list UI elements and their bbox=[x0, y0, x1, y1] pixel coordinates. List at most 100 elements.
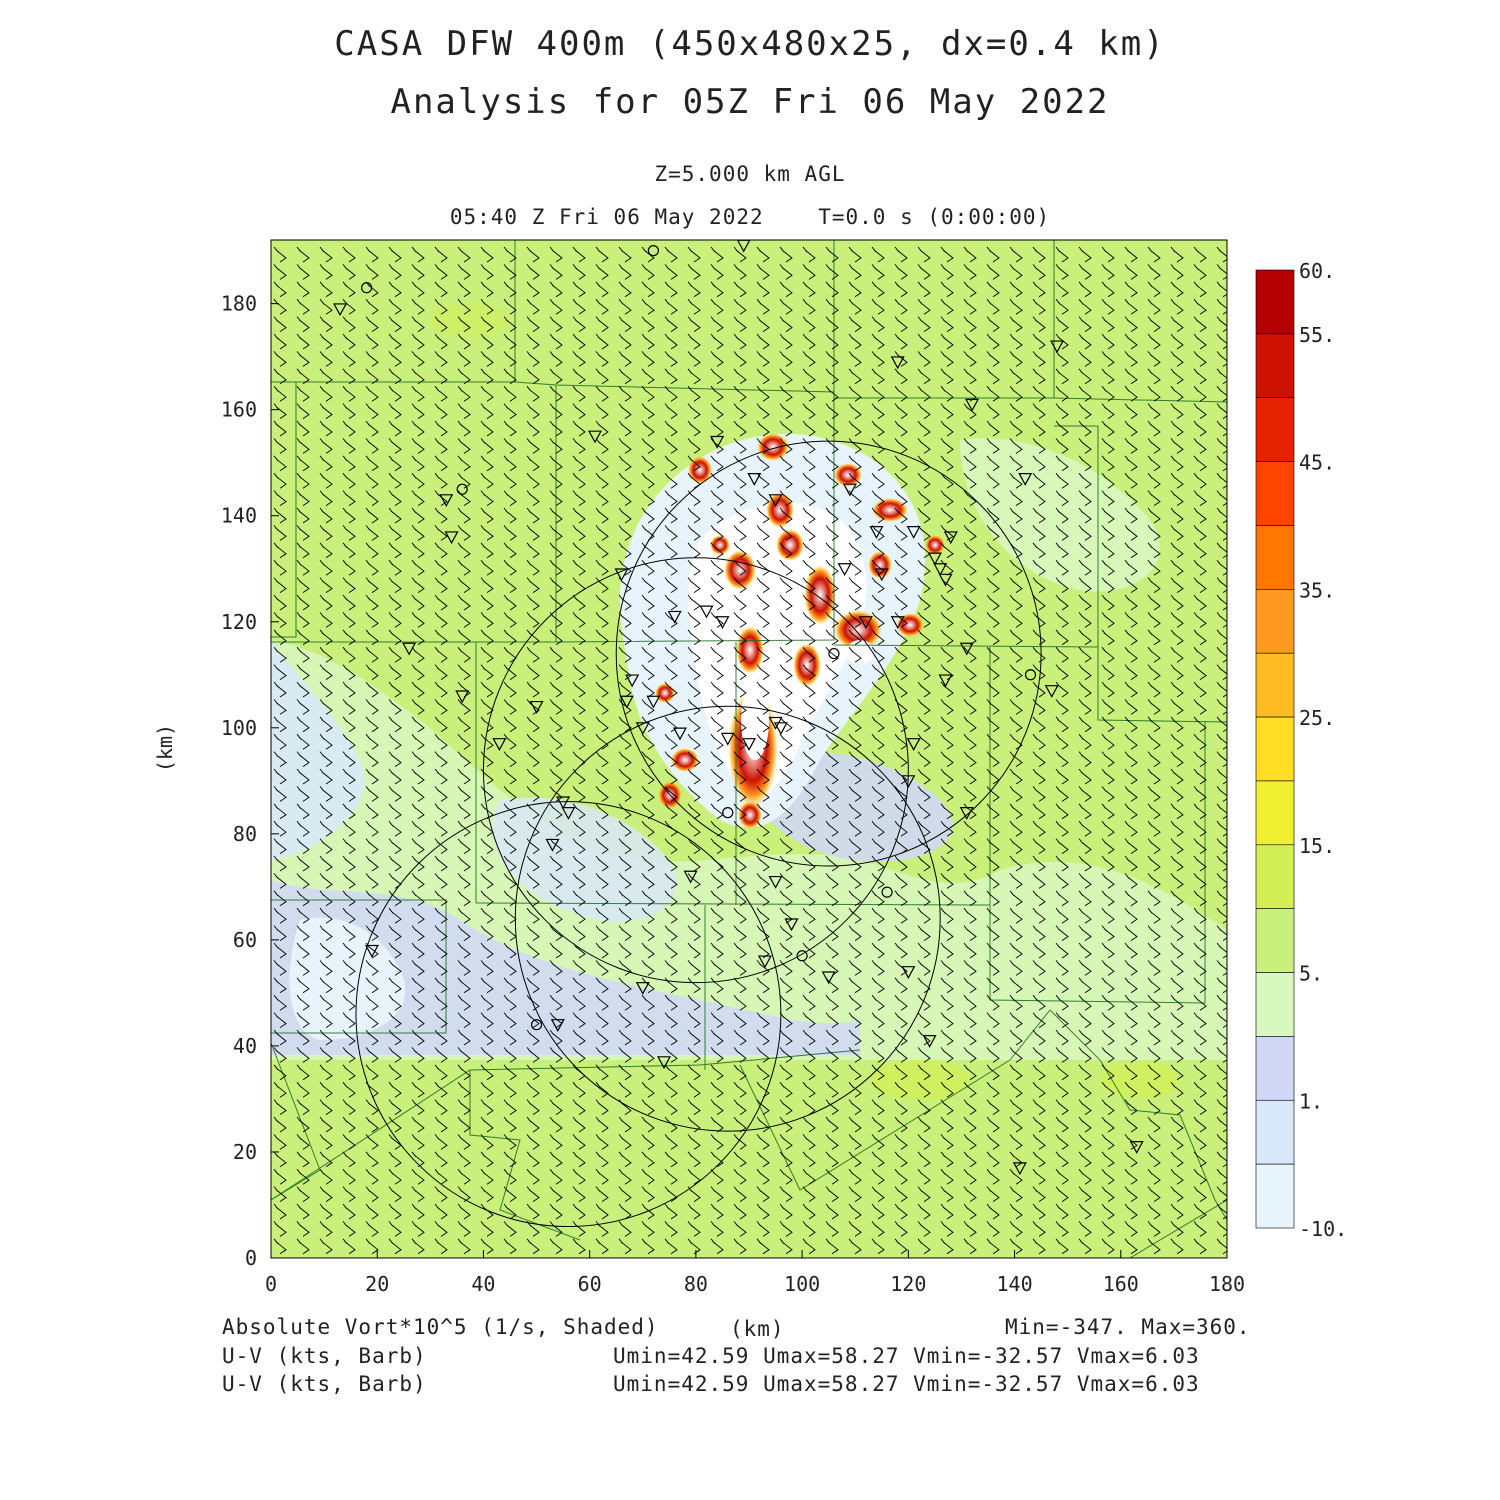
station-triangle-icon bbox=[635, 981, 650, 995]
station-circle-icon bbox=[1024, 669, 1037, 681]
station-triangle-icon bbox=[933, 563, 948, 576]
x-tick-label: 160 bbox=[1103, 1272, 1139, 1296]
station-triangle-icon bbox=[842, 483, 857, 497]
station-triangle-icon bbox=[683, 870, 698, 884]
station-triangle-icon bbox=[619, 695, 634, 709]
station-triangle-icon bbox=[906, 526, 921, 539]
radar-range-ring bbox=[482, 557, 909, 984]
station-triangle-icon bbox=[715, 616, 730, 630]
colorbar-swatch bbox=[1255, 908, 1295, 973]
plot-frame bbox=[270, 239, 1228, 1259]
colorbar-label: 60. bbox=[1299, 259, 1335, 283]
station-triangle-icon bbox=[965, 398, 980, 412]
x-tick-label: 20 bbox=[365, 1272, 389, 1296]
wind-barb-field bbox=[273, 246, 1227, 1255]
station-triangle-icon bbox=[364, 944, 379, 958]
x-tick-label: 40 bbox=[471, 1272, 495, 1296]
shaded-field bbox=[271, 240, 1227, 1258]
x-tick-label: 0 bbox=[265, 1272, 277, 1296]
y-axis-label: (km) bbox=[153, 724, 177, 772]
station-triangle-icon bbox=[545, 838, 560, 852]
station-markers bbox=[333, 240, 1144, 1176]
y-tick-label: 0 bbox=[245, 1246, 257, 1270]
colorbar-swatch bbox=[1255, 844, 1295, 909]
station-triangle-icon bbox=[959, 642, 974, 656]
station-triangle-icon bbox=[614, 568, 629, 582]
colorbar-swatch bbox=[1255, 972, 1295, 1037]
colorbar-swatch bbox=[1255, 525, 1295, 590]
station-triangle-icon bbox=[741, 738, 757, 751]
station-triangle-icon bbox=[821, 971, 836, 985]
station-triangle-icon bbox=[927, 552, 942, 566]
station-triangle-icon bbox=[943, 531, 958, 545]
station-circle-icon bbox=[530, 1019, 543, 1031]
station-triangle-icon bbox=[455, 690, 470, 704]
station-triangle-icon bbox=[556, 796, 571, 810]
colorbar: 60. 55. 45. 35. 25. 15. 5. 1. -10. bbox=[1255, 259, 1347, 1241]
station-triangle-icon bbox=[439, 494, 454, 508]
y-tick-label: 60 bbox=[233, 928, 257, 952]
station-triangle-icon bbox=[1018, 472, 1033, 486]
colorbar-swatch bbox=[1255, 269, 1295, 335]
level-label: Z=5.000 km AGL bbox=[654, 162, 846, 186]
station-triangle-icon bbox=[906, 738, 921, 751]
station-triangle-icon bbox=[837, 563, 852, 576]
y-tick-label: 180 bbox=[221, 292, 257, 316]
field-description: Absolute Vort*10^5 (1/s, Shaded) bbox=[222, 1315, 659, 1339]
y-tick-label: 160 bbox=[221, 398, 257, 422]
y-tick-label: 120 bbox=[221, 610, 257, 634]
y-tick-label: 100 bbox=[221, 716, 257, 740]
station-triangle-icon bbox=[699, 605, 714, 619]
radar-range-ring bbox=[355, 801, 782, 1228]
station-triangle-icon bbox=[333, 303, 348, 317]
station-triangle-icon bbox=[757, 955, 772, 969]
y-tick-label: 80 bbox=[233, 822, 257, 846]
colorbar-swatch bbox=[1255, 333, 1295, 399]
station-triangle-icon bbox=[938, 573, 953, 587]
colorbar-label: 25. bbox=[1299, 706, 1335, 730]
valid-time-label: 05:40 Z Fri 06 May 2022 T=0.0 s (0:00:00… bbox=[449, 205, 1051, 229]
x-axis-label: (km) bbox=[730, 1317, 785, 1341]
station-circle-icon bbox=[722, 807, 734, 819]
y-tick-label: 140 bbox=[221, 504, 257, 528]
colorbar-label: -10. bbox=[1299, 1217, 1347, 1241]
x-tick-label: 180 bbox=[1209, 1272, 1245, 1296]
colorbar-label: 1. bbox=[1299, 1089, 1323, 1113]
x-tick-label: 60 bbox=[578, 1272, 602, 1296]
station-circle-icon bbox=[828, 647, 840, 660]
station-circle-icon bbox=[796, 950, 808, 962]
radar-range-ring bbox=[615, 440, 1042, 867]
colorbar-swatch bbox=[1255, 1036, 1295, 1101]
colorbar-label: 35. bbox=[1299, 578, 1335, 602]
station-triangle-icon bbox=[657, 1056, 672, 1070]
x-axis: 0 20 40 60 80 100 120 140 160 180 bbox=[265, 1250, 1245, 1296]
station-triangle-icon bbox=[1129, 1141, 1144, 1154]
station-triangle-icon bbox=[710, 435, 725, 449]
colorbar-label: 15. bbox=[1299, 834, 1335, 858]
station-triangle-icon bbox=[901, 775, 916, 789]
station-triangle-icon bbox=[747, 472, 762, 486]
colorbar-label: 5. bbox=[1299, 962, 1323, 986]
station-triangle-icon bbox=[869, 526, 884, 539]
colorbar-label: 45. bbox=[1299, 451, 1335, 475]
station-triangle-icon bbox=[550, 1019, 565, 1032]
barb-description-2: U-V (kts, Barb) bbox=[222, 1372, 427, 1396]
title-line-1: CASA DFW 400m (450x480x25, dx=0.4 km) bbox=[334, 24, 1166, 64]
radar-range-rings bbox=[355, 440, 1042, 1228]
colorbar-swatch bbox=[1255, 589, 1295, 654]
station-triangle-icon bbox=[890, 356, 905, 370]
x-tick-label: 120 bbox=[890, 1272, 926, 1296]
colorbar-swatch bbox=[1255, 1163, 1295, 1229]
barb-description-1: U-V (kts, Barb) bbox=[222, 1344, 427, 1368]
barb-stats-2: Umin=42.59 Umax=58.27 Vmin=-32.57 Vmax=6… bbox=[613, 1372, 1200, 1396]
station-circle-icon bbox=[456, 483, 468, 495]
x-tick-label: 140 bbox=[996, 1272, 1032, 1296]
colorbar-label: 55. bbox=[1299, 323, 1335, 347]
station-triangle-icon bbox=[672, 727, 687, 741]
station-triangle-icon bbox=[444, 531, 459, 545]
station-triangle-icon bbox=[529, 700, 544, 714]
title-line-2: Analysis for 05Z Fri 06 May 2022 bbox=[390, 82, 1110, 122]
station-triangle-icon bbox=[587, 430, 602, 444]
x-tick-label: 80 bbox=[684, 1272, 708, 1296]
